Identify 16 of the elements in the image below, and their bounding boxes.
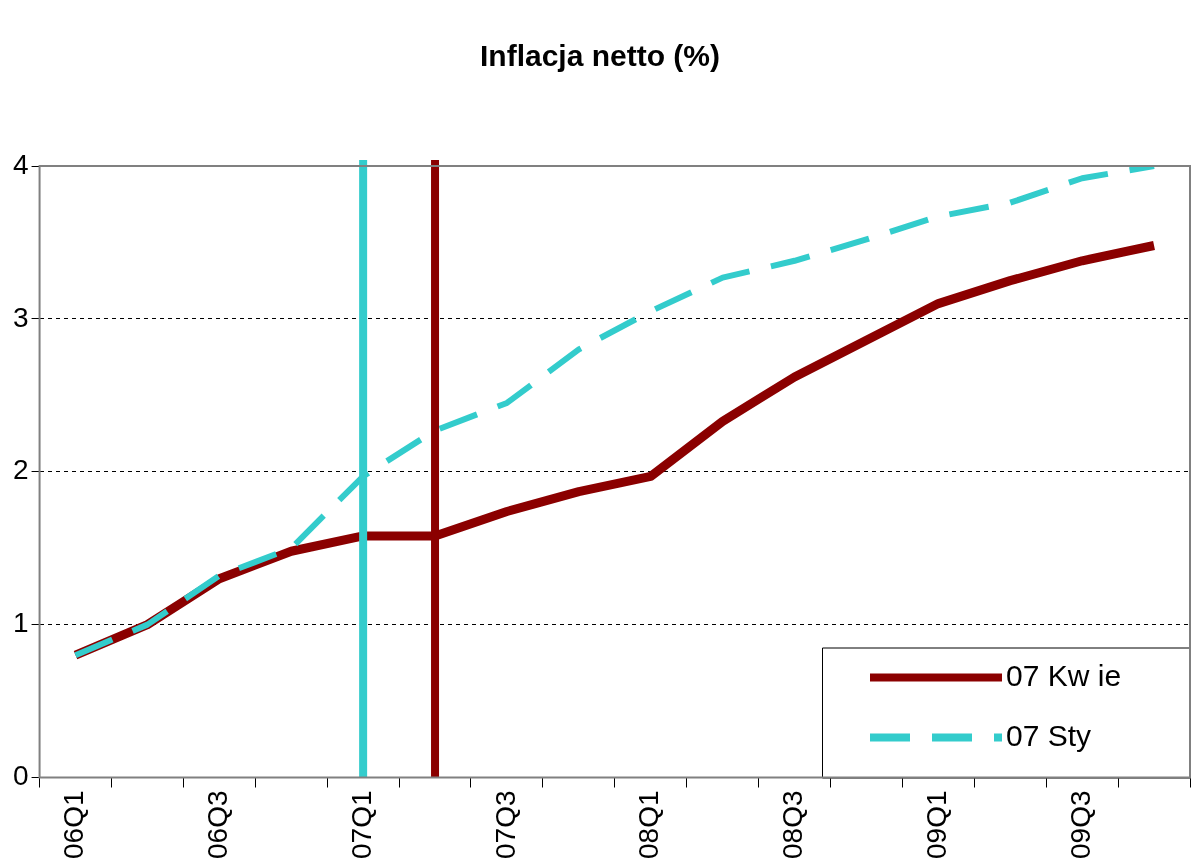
x-tick-label: 06Q3 [202, 790, 234, 859]
legend-label: 07 Sty [1006, 718, 1092, 752]
x-tick-label: 07Q3 [489, 790, 521, 859]
x-tick-label: 08Q1 [633, 790, 665, 859]
y-tick-label: 1 [12, 607, 29, 639]
y-tick-label: 3 [12, 301, 29, 333]
x-tick-label: 09Q3 [1064, 790, 1096, 859]
x-tick-label: 06Q1 [58, 790, 90, 859]
x-tick-label: 08Q3 [777, 790, 809, 859]
x-tick-label: 09Q1 [921, 790, 953, 859]
chart-title: Inflacja netto (%) [479, 39, 721, 73]
y-tick-label: 0 [12, 760, 29, 792]
y-tick-label: 4 [12, 148, 29, 180]
y-tick-label: 2 [12, 454, 29, 486]
x-tick-label: 07Q1 [345, 790, 377, 859]
legend-label: 07 Kw ie [1006, 658, 1122, 692]
